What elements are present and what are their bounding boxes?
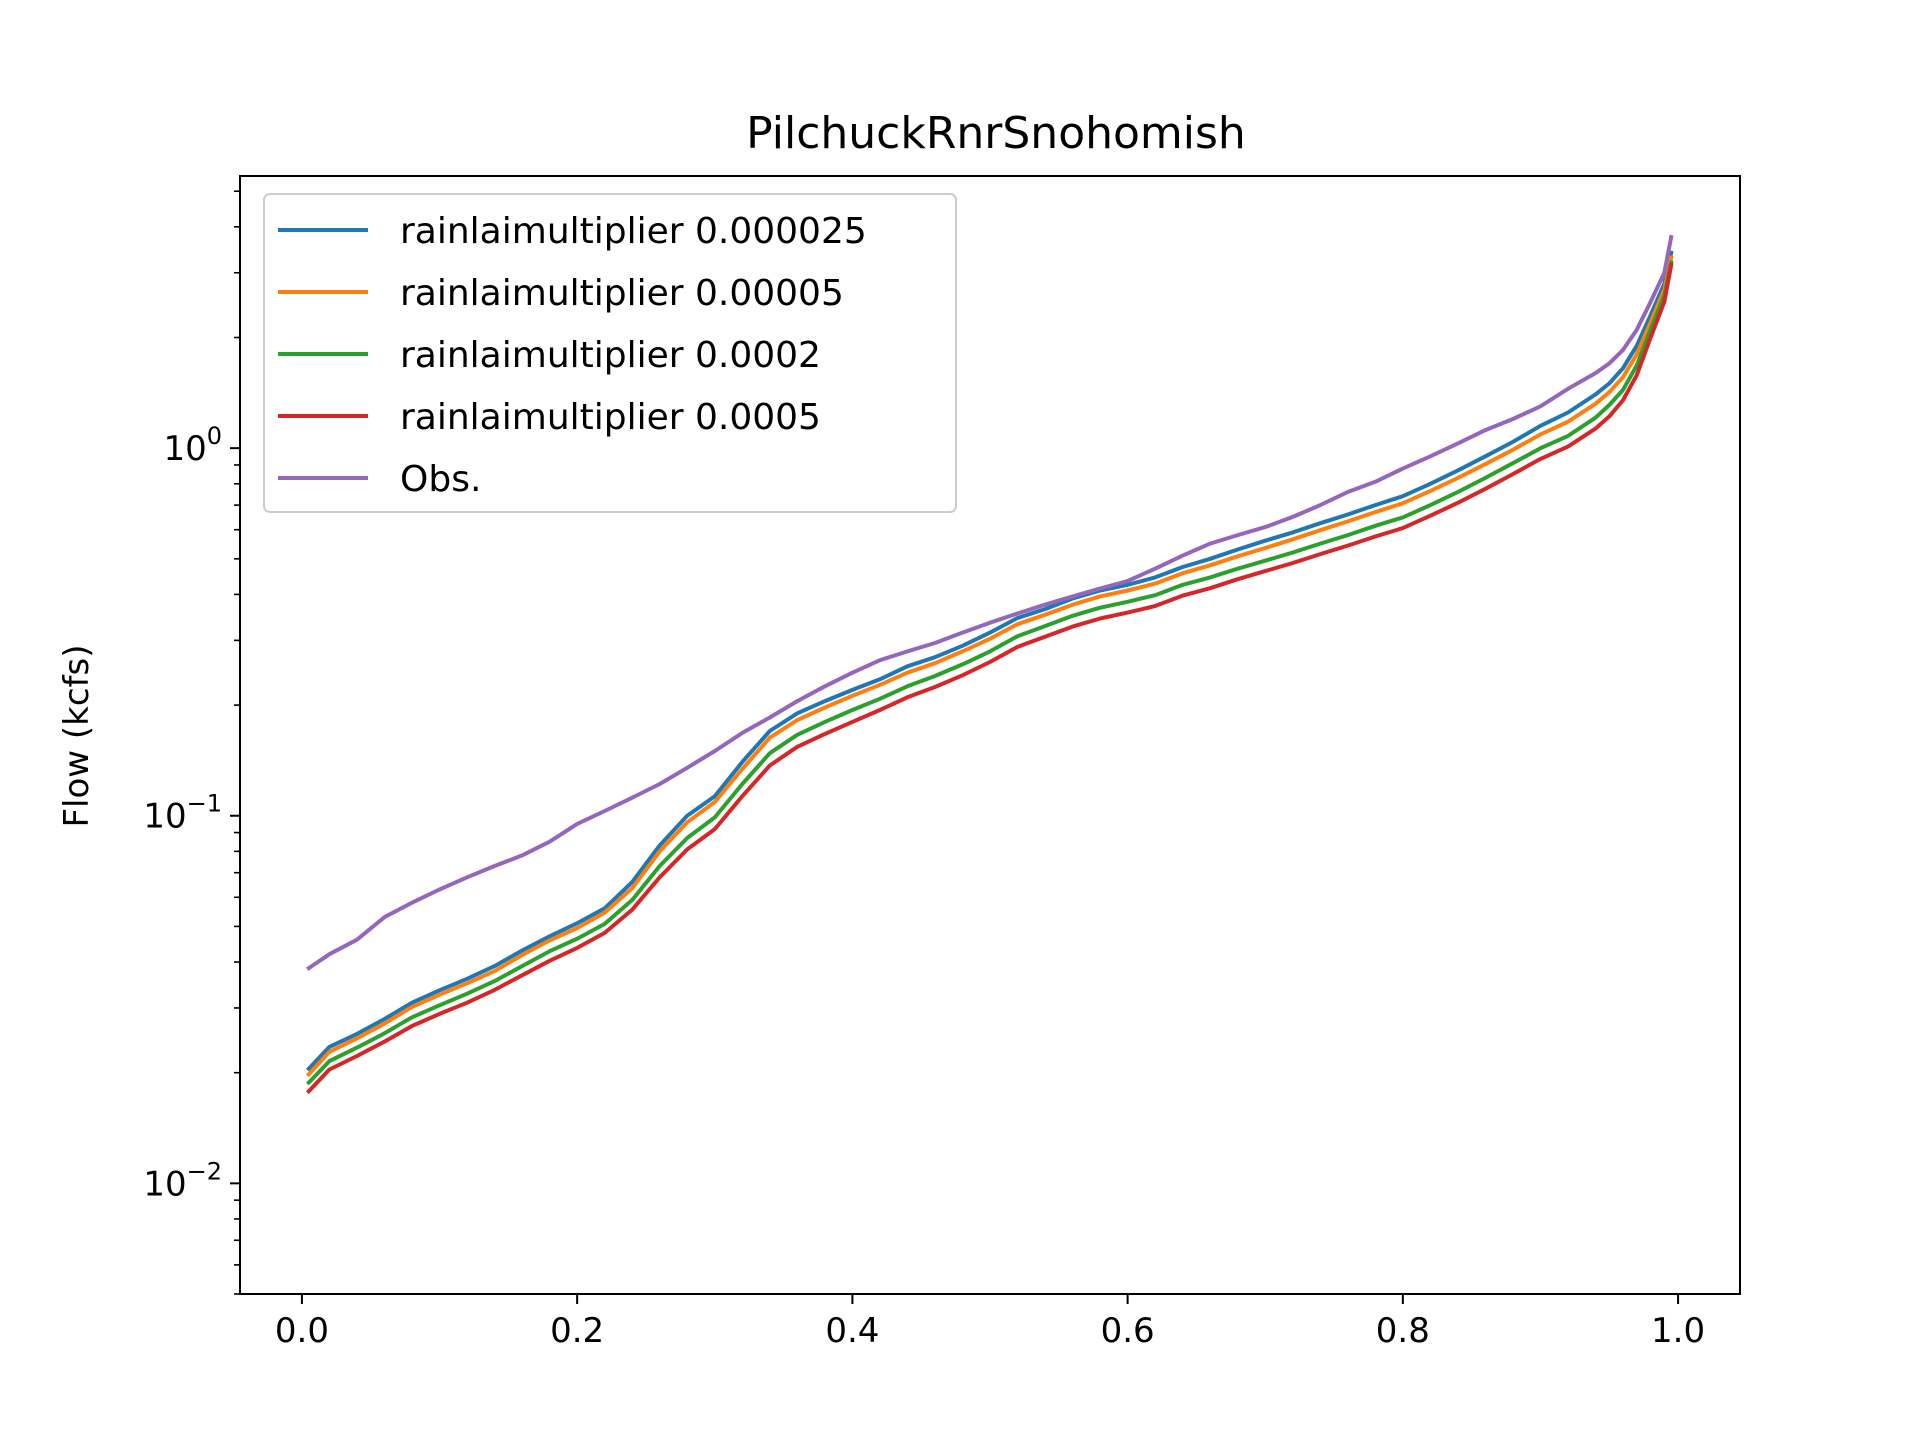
x-tick-label: 0.2 xyxy=(550,1311,604,1351)
series-line-5 xyxy=(306,234,1674,971)
series-line-2 xyxy=(305,255,1674,1078)
series-layer xyxy=(305,234,1674,1095)
legend-label-rainlaimultiplier-0-0002: rainlaimultiplier 0.0002 xyxy=(400,335,821,376)
x-tick-label: 1.0 xyxy=(1651,1311,1705,1351)
series-line-4 xyxy=(305,262,1674,1095)
legend-frame xyxy=(263,193,957,513)
legend-label-rainlaimultiplier-0-0005: rainlaimultiplier 0.0005 xyxy=(400,397,821,438)
x-tick-label: 0.4 xyxy=(825,1311,879,1351)
x-tick-label: 0.8 xyxy=(1376,1311,1430,1351)
legend: rainlaimultiplier 0.000025 rainlaimultipl… xyxy=(263,193,957,513)
series-line-1 xyxy=(305,250,1674,1072)
legend-label-obs: Obs. xyxy=(400,459,481,500)
x-tick-label: 0.6 xyxy=(1101,1311,1155,1351)
legend-label-rainlaimultiplier-0-00005: rainlaimultiplier 0.00005 xyxy=(400,273,844,314)
legend-label-rainlaimultiplier-0-000025: rainlaimultiplier 0.000025 xyxy=(400,211,867,252)
x-tick-label: 0.0 xyxy=(275,1311,329,1351)
y-axis-label: Flow (kcfs) xyxy=(57,644,97,827)
chart-title: PilchuckRnrSnohomish xyxy=(746,108,1246,159)
x-ticks: 0.0 0.2 0.4 0.6 0.8 1.0 xyxy=(275,1294,1705,1351)
plot-frame xyxy=(239,175,1741,1295)
series-line-3 xyxy=(305,260,1674,1086)
